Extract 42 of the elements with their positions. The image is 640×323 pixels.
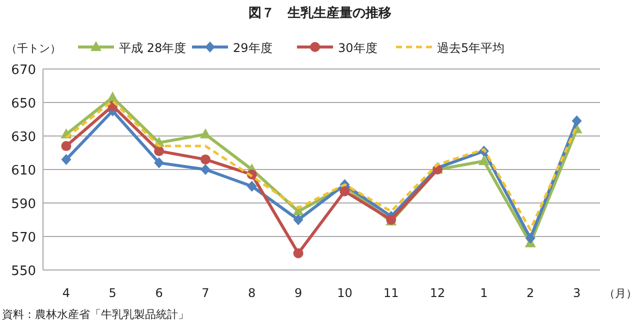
point bbox=[61, 154, 72, 165]
x-tick-label: 4 bbox=[62, 286, 70, 300]
x-tick-label: 6 bbox=[155, 286, 163, 300]
x-axis-title: （月） bbox=[604, 287, 637, 300]
x-tick-label: 1 bbox=[480, 286, 488, 300]
x-tick-label: 5 bbox=[108, 286, 116, 300]
x-tick-label: 3 bbox=[572, 286, 581, 300]
x-tick-label: 9 bbox=[294, 286, 302, 300]
point bbox=[200, 164, 210, 175]
y-tick-label: 650 bbox=[11, 96, 36, 112]
point bbox=[293, 214, 304, 226]
point bbox=[200, 128, 211, 138]
legend-label: 平成 28年度 bbox=[119, 41, 186, 55]
point bbox=[154, 146, 164, 156]
x-tick-label: 8 bbox=[248, 286, 256, 300]
y-axis-title: （千トン） bbox=[6, 42, 61, 55]
point bbox=[107, 91, 118, 102]
y-tick-label: 570 bbox=[11, 230, 36, 246]
y-tick-label: 630 bbox=[11, 130, 36, 145]
x-tick-label: 11 bbox=[383, 286, 399, 300]
point bbox=[154, 157, 164, 168]
point bbox=[340, 186, 350, 196]
text: 資料：農林水産省「牛乳乳製品統計」 bbox=[2, 308, 189, 321]
point bbox=[61, 141, 72, 152]
x-tick-label: 2 bbox=[526, 286, 534, 300]
point bbox=[246, 180, 257, 192]
y-tick-label: 610 bbox=[11, 164, 36, 178]
x-tick-label: 7 bbox=[202, 286, 210, 300]
point bbox=[572, 115, 582, 126]
point bbox=[525, 232, 536, 244]
chart-title: 図７ 生乳生産量の推移 bbox=[248, 5, 392, 21]
y-tick-label: 670 bbox=[11, 63, 36, 78]
y-tick-label: 590 bbox=[11, 197, 36, 212]
point bbox=[200, 154, 210, 164]
x-tick-label: 10 bbox=[337, 286, 352, 300]
point bbox=[478, 155, 490, 166]
point bbox=[293, 248, 304, 258]
legend-label: 30年度 bbox=[338, 41, 378, 55]
y-tick-label: 550 bbox=[11, 264, 36, 279]
x-tick-label: 12 bbox=[430, 286, 446, 300]
legend-label: 過去5年平均 bbox=[437, 41, 505, 55]
legend-label: 29年度 bbox=[233, 41, 272, 55]
